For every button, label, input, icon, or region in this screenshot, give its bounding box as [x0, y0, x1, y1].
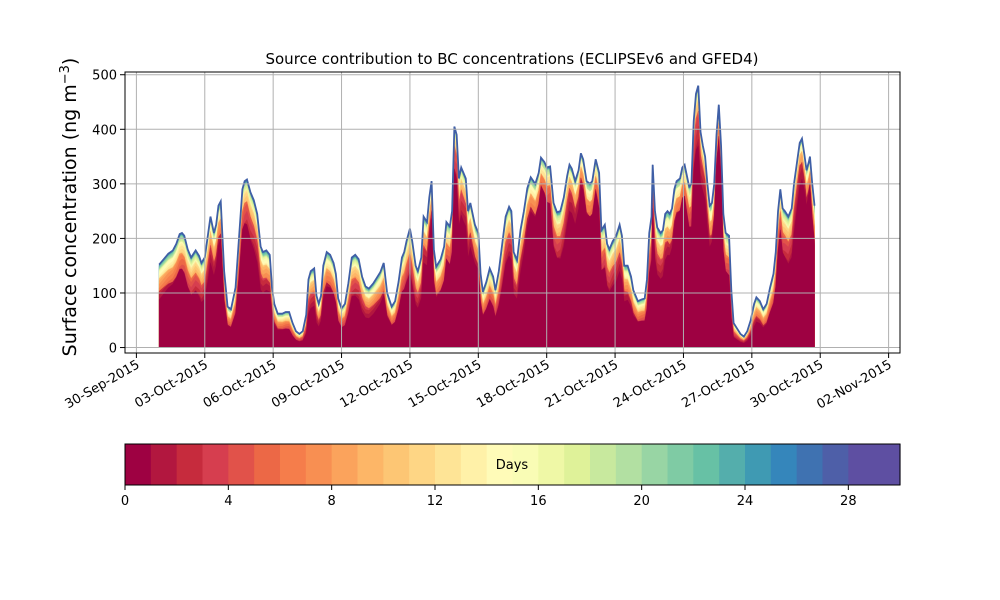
- y-tick-label: 100: [92, 287, 117, 302]
- colorbar-segment: [615, 444, 643, 485]
- colorbar-segment: [280, 444, 307, 485]
- colorbar-tick-label: 20: [633, 494, 650, 509]
- colorbar-segment: [125, 444, 152, 485]
- colorbar-segment: [176, 444, 204, 485]
- y-tick-label: 400: [92, 123, 117, 138]
- colorbar-segment: [564, 444, 591, 485]
- colorbar-segment: [512, 444, 539, 485]
- colorbar-segment: [641, 444, 669, 485]
- y-axis-label: Surface concentration (ng m−3): [58, 58, 82, 357]
- colorbar-segment: [150, 444, 178, 485]
- grid-lines: [125, 72, 900, 353]
- colorbar: 0 4 8 12 16 20 24 28: [121, 443, 901, 509]
- axes-frame: [124, 71, 901, 354]
- y-axis-label-close: ): [59, 58, 81, 65]
- y-axis-label-main: Surface concentration (ng m: [59, 84, 81, 356]
- y-tick-label: 200: [92, 232, 117, 247]
- y-axis-ticks: 0 100 200 300 400 500: [92, 69, 125, 357]
- y-tick-label: 500: [92, 69, 117, 84]
- colorbar-segment: [305, 444, 333, 485]
- colorbar-segment: [254, 444, 281, 485]
- colorbar-segment: [538, 444, 565, 485]
- total-concentration-line: [158, 85, 816, 338]
- y-tick-label: 0: [109, 342, 117, 357]
- colorbar-label: Days: [496, 458, 529, 473]
- colorbar-tick-label: 28: [840, 494, 857, 509]
- chart-title: Source contribution to BC concentrations…: [265, 50, 758, 68]
- colorbar-segment: [667, 444, 694, 485]
- colorbar-segment: [796, 444, 824, 485]
- colorbar-segment: [460, 444, 488, 485]
- colorbar-tick-label: 16: [530, 494, 547, 509]
- colorbar-segment: [409, 444, 436, 485]
- colorbar-segment: [745, 444, 772, 485]
- colorbar-segment: [874, 444, 901, 485]
- stacked-area-layers: [158, 85, 816, 348]
- colorbar-tick-label: 4: [224, 494, 232, 509]
- plot-area: 010020030040050030-Sep-201503-Oct-201506…: [63, 69, 901, 412]
- colorbar-segment: [693, 444, 720, 485]
- colorbar-segment: [848, 444, 875, 485]
- colorbar-segment: [202, 444, 229, 485]
- colorbar-segment: [486, 444, 514, 485]
- colorbar-tick-label: 8: [328, 494, 336, 509]
- colorbar-segment: [435, 444, 462, 485]
- colorbar-segment: [331, 444, 359, 485]
- colorbar-segment: [383, 444, 410, 485]
- colorbar-segment: [770, 444, 798, 485]
- y-axis-label-superscript: −3: [58, 65, 73, 84]
- colorbar-segment: [228, 444, 255, 485]
- colorbar-tick-label: 12: [427, 494, 444, 509]
- colorbar-segment: [822, 444, 849, 485]
- area-layer-day-0: [159, 136, 815, 348]
- colorbar-segment: [357, 444, 384, 485]
- colorbar-segment: [590, 444, 617, 485]
- y-tick-label: 300: [92, 178, 117, 193]
- colorbar-tick-label: 24: [737, 494, 754, 509]
- colorbar-segment: [719, 444, 746, 485]
- colorbar-tick-label: 0: [121, 494, 129, 509]
- colorbar-frame: [124, 443, 901, 486]
